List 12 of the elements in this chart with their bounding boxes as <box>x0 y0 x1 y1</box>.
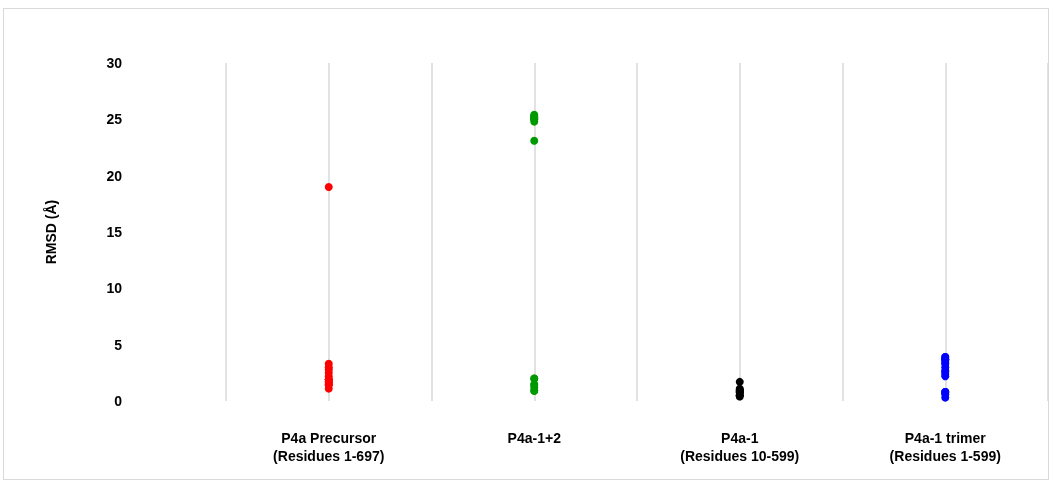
y-tick-label: 5 <box>114 336 123 353</box>
y-axis-title: RMSD (Å) <box>43 199 59 265</box>
x-tick-label: P4a-1 trimer (Residues 1-599) <box>889 430 1001 464</box>
y-tick-label: 25 <box>106 111 123 128</box>
y-tick-label: 15 <box>106 224 123 240</box>
x-tick-label: P4a-1+2 <box>507 430 562 446</box>
y-tick-label: 30 <box>106 55 123 71</box>
x-tick-label: P4a-1 (Residues 10-599) <box>680 430 800 464</box>
y-tick-label: 0 <box>114 393 123 409</box>
y-tick-label: 10 <box>106 280 123 297</box>
x-tick-label: P4a Precursor (Residues 1-697) <box>273 430 385 464</box>
y-tick-label: 20 <box>106 167 123 184</box>
